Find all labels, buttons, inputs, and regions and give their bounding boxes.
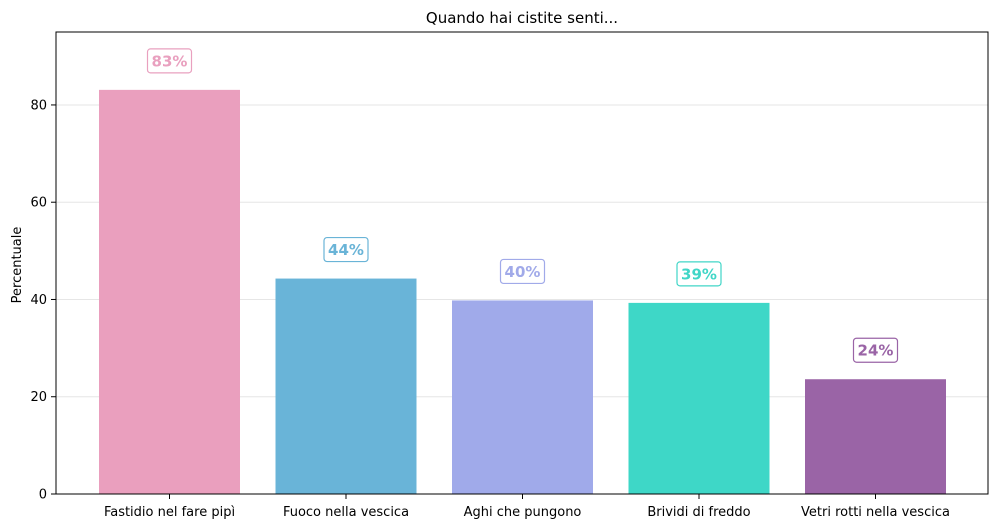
x-tick-label: Fuoco nella vescica (283, 505, 409, 520)
data-label-box (676, 261, 722, 287)
x-tick-label: Vetri rotti nella vescica (801, 505, 950, 520)
y-tick-label: 80 (30, 98, 47, 113)
y-tick-label: 60 (30, 196, 47, 211)
bar (628, 302, 770, 494)
bar (99, 89, 240, 494)
y-tick-label: 20 (30, 390, 47, 405)
data-label: 83% (152, 52, 188, 70)
x-axis: Fastidio nel fare pipì Fuoco nella vescic… (104, 494, 950, 520)
data-label: 39% (681, 265, 717, 283)
bar (452, 300, 593, 494)
chart-title: Quando hai cistite senti... (426, 9, 618, 27)
bar (805, 379, 946, 494)
y-axis-label: Percentuale (10, 227, 25, 304)
data-labels: 83% 44% 40% 39% 24% (146, 48, 899, 363)
y-tick-label: 0 (39, 488, 47, 503)
bar (275, 278, 417, 494)
y-axis: 0 20 40 60 80 (30, 98, 56, 503)
data-label-box (323, 236, 369, 263)
data-label-box (852, 337, 899, 363)
data-label: 44% (328, 241, 364, 259)
data-label: 40% (505, 263, 541, 281)
y-tick-label: 40 (30, 293, 47, 308)
data-label-box (499, 258, 546, 285)
data-label-box (146, 48, 193, 74)
data-label: 24% (858, 342, 894, 360)
x-tick-label: Brividi di freddo (647, 505, 750, 520)
bars (99, 89, 946, 494)
x-tick-label: Fastidio nel fare pipì (104, 505, 235, 520)
x-tick-label: Aghi che pungono (464, 505, 582, 520)
